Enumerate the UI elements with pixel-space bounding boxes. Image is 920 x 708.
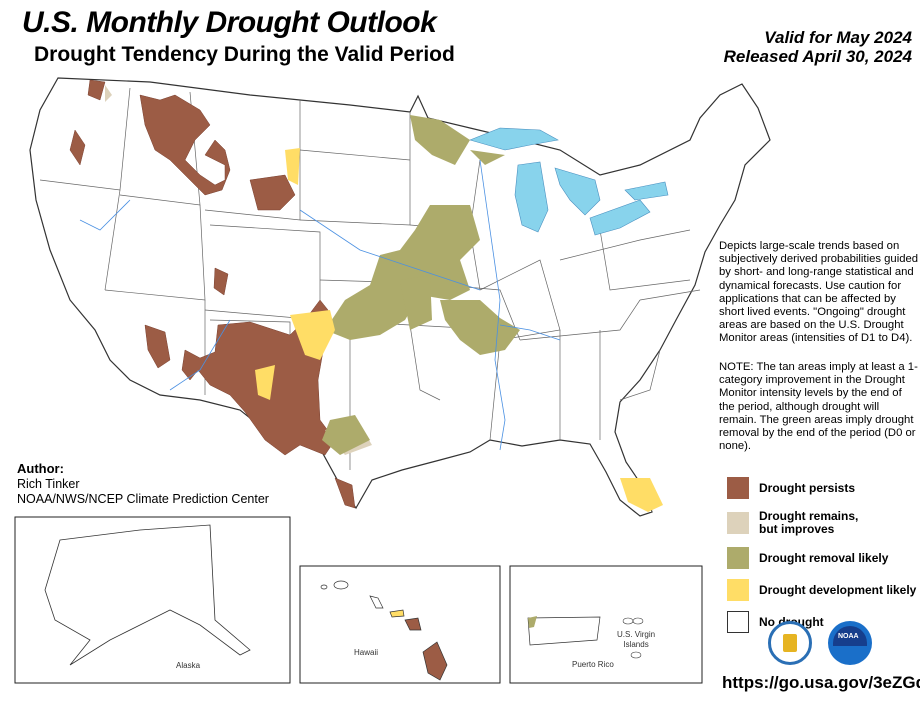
legend-item-improves: Drought remains, but improves [727,504,916,542]
legend-item-development: Drought development likely [727,574,916,606]
legend-label: Drought development likely [759,582,917,597]
alaska-outline [44,524,251,666]
puerto-rico-label: Puerto Rico [572,660,614,669]
author-name: Rich Tinker [17,477,80,491]
puerto-rico-outline [527,616,601,646]
virgin-islands-label: U.S. Virgin Islands [617,630,655,650]
puerto-rico-removal-area [528,616,537,628]
hawaii-islands [320,580,448,681]
legend-swatch [727,579,749,601]
validity-info: Valid for May 2024 Released April 30, 20… [724,28,912,66]
author-heading: Author: [17,461,64,476]
page-subtitle: Drought Tendency During the Valid Period [34,43,455,66]
legend-label-line1: Drought remains, [759,509,859,523]
valid-period: Valid for May 2024 [764,28,912,47]
drought-removal-areas [322,115,520,455]
author-org: NOAA/NWS/NCEP Climate Prediction Center [17,492,269,506]
legend-item-removal: Drought removal likely [727,542,916,574]
great-lakes [469,127,669,236]
description-text: Depicts large-scale trends based on subj… [719,240,919,345]
virgin-islands [622,617,644,659]
page-title: U.S. Monthly Drought Outlook [22,6,437,39]
virgin-islands-line2: Islands [623,640,649,649]
alaska-label: Alaska [176,661,201,670]
source-url[interactable]: https://go.usa.gov/3eZGd [722,673,920,692]
hawaii-label: Hawaii [354,648,379,657]
note-text: NOTE: The tan areas imply at least a 1-c… [719,361,918,453]
legend-swatch [727,547,749,569]
hawaii-inset [299,565,501,684]
legend-item-persists: Drought persists [727,472,916,504]
commerce-seal-logo [768,621,812,665]
legend: Drought persists Drought remains, but imp… [727,472,916,638]
legend-label: Drought removal likely [759,550,889,565]
legend-label: Drought remains, but improves [759,510,858,536]
legend-item-no-drought: No drought [727,606,916,638]
drought-development-areas [255,148,663,512]
legend-swatch [727,512,749,534]
rivers [79,159,561,451]
legend-swatch [727,611,749,633]
release-date: Released April 30, 2024 [723,47,912,66]
virgin-islands-line1: U.S. Virgin [617,630,656,639]
legend-label: Drought persists [759,480,856,495]
legend-swatch [727,477,749,499]
noaa-logo: NOAA [828,621,872,665]
legend-label-line2: but improves [759,522,835,536]
author-block: Author: Rich Tinker NOAA/NWS/NCEP Climat… [17,461,269,507]
